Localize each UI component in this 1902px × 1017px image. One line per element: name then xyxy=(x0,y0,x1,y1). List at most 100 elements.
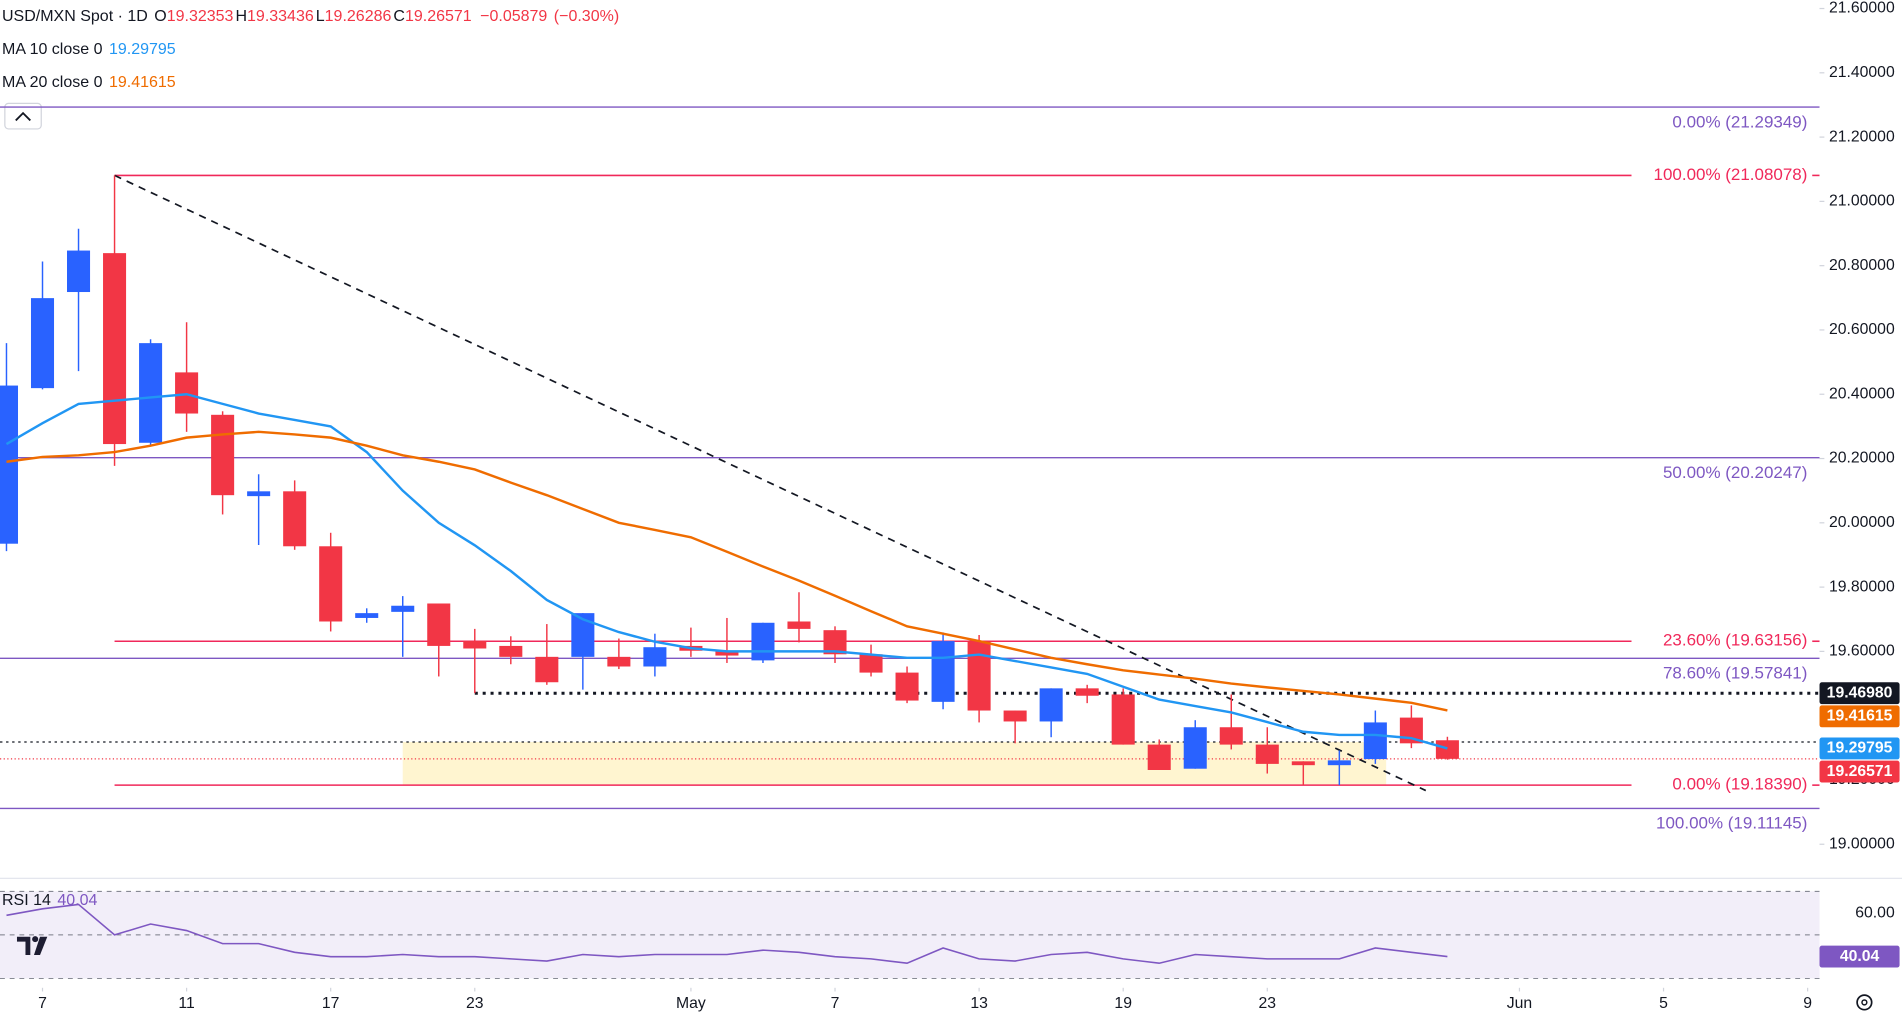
candle-body xyxy=(1075,688,1099,696)
price-badge-label: 19.41615 xyxy=(1827,708,1893,725)
x-tick-label: 23 xyxy=(466,995,484,1012)
price-badge xyxy=(1819,705,1900,728)
legend-value: 19.29795 xyxy=(108,41,176,58)
price-badge xyxy=(1819,737,1900,760)
fib-label: 50.00% (20.20247) xyxy=(1663,463,1807,482)
candle-body xyxy=(283,491,307,547)
legend-name: MA 10 close 0 xyxy=(2,41,103,58)
candle-body xyxy=(1255,744,1279,764)
x-tick-label: 13 xyxy=(970,995,988,1012)
logo-dot xyxy=(32,936,39,943)
settings-core[interactable] xyxy=(1861,999,1868,1006)
candle-body xyxy=(895,672,919,701)
ma-line xyxy=(6,430,1448,712)
candle-body xyxy=(30,298,55,389)
rsi-value: 40.04 xyxy=(57,892,98,909)
candle-body xyxy=(355,613,379,618)
rsi-tick-label: 60.00 xyxy=(1855,904,1895,921)
fib-label: 100.00% (21.08078) xyxy=(1654,165,1808,184)
candle-body xyxy=(391,605,415,612)
settings-icon[interactable] xyxy=(1856,994,1873,1011)
rsi-badge-label: 40.04 xyxy=(1840,948,1880,965)
x-tick-label: 17 xyxy=(322,995,340,1012)
logo-mark xyxy=(16,936,31,955)
ma-legend: MA 20 close 0 19.41615 xyxy=(2,71,178,95)
logo-mark xyxy=(33,936,48,955)
candle-body xyxy=(463,641,487,649)
price-badge-label: 19.46980 xyxy=(1827,684,1893,701)
candle-body xyxy=(247,491,271,497)
x-tick-label: 19 xyxy=(1114,995,1132,1012)
x-tick-label: 23 xyxy=(1259,995,1277,1012)
candle-body xyxy=(823,630,847,655)
ohlc-key: O xyxy=(154,8,167,25)
ma-legend: MA 10 close 0 19.29795 xyxy=(2,38,178,62)
range-box xyxy=(402,742,1387,786)
ohlc-values: O19.32353 H19.33436 L19.26286 C19.26571 xyxy=(154,8,473,25)
chevron-icon[interactable] xyxy=(15,111,31,122)
candle-body xyxy=(1435,740,1459,759)
y-tick-label: 21.20000 xyxy=(1829,128,1895,145)
button-frame[interactable] xyxy=(4,102,42,130)
ohlc-value: 19.26571 xyxy=(404,8,472,25)
x-tick-label: 7 xyxy=(831,995,840,1012)
trendline xyxy=(114,174,1427,792)
y-tick-label: 19.60000 xyxy=(1829,643,1895,660)
candle-body xyxy=(1327,760,1351,766)
x-tick-label: 9 xyxy=(1803,995,1812,1012)
ohlc-value: 19.32353 xyxy=(166,8,234,25)
candle-body xyxy=(103,253,127,445)
collapse-button[interactable] xyxy=(4,102,42,130)
candle-body xyxy=(1291,761,1315,766)
candle-body xyxy=(499,645,523,657)
fib-label: 0.00% (21.29349) xyxy=(1672,112,1807,131)
candle-body xyxy=(1111,694,1135,745)
header-line: USD/MXN Spot · 1D O19.32353 H19.33436 L19.… xyxy=(2,5,621,29)
candle-body xyxy=(1003,710,1027,722)
candle-body xyxy=(643,647,667,667)
candle-body xyxy=(1183,727,1207,769)
x-tick-label: Jun xyxy=(1507,995,1532,1012)
candle-body xyxy=(139,343,163,443)
candle-body xyxy=(67,250,91,293)
ohlc-key: C xyxy=(393,8,405,25)
ohlc-value: 19.26286 xyxy=(324,8,392,25)
candle-body xyxy=(751,622,775,661)
rsi-badge xyxy=(1819,945,1900,968)
legend-value: 19.41615 xyxy=(108,74,176,91)
fib-label: 23.60% (19.63156) xyxy=(1663,631,1807,650)
candle-body xyxy=(859,654,883,673)
ohlc-value: 19.33436 xyxy=(247,8,314,25)
candle-body xyxy=(931,641,955,702)
logo-frame xyxy=(10,924,55,964)
candle-body xyxy=(535,656,559,683)
logo xyxy=(10,924,55,964)
candle-body xyxy=(715,650,739,656)
y-tick-label: 20.00000 xyxy=(1829,514,1895,531)
price-badge-label: 19.29795 xyxy=(1827,740,1893,757)
ma-line xyxy=(5,393,1448,750)
ohlc-key: L xyxy=(315,8,325,25)
y-tick-label: 20.20000 xyxy=(1829,450,1895,467)
y-tick-label: 21.60000 xyxy=(1829,0,1895,17)
y-tick-label: 19.80000 xyxy=(1829,578,1895,595)
rsi-name: RSI 14 xyxy=(2,892,51,909)
x-tick-label: 7 xyxy=(38,995,47,1012)
candle-body xyxy=(427,603,451,646)
x-tick-label: 11 xyxy=(178,995,194,1012)
fib-label: 78.60% (19.57841) xyxy=(1663,664,1807,683)
y-tick-label: 21.00000 xyxy=(1829,193,1895,210)
y-tick-label: 20.60000 xyxy=(1829,321,1895,338)
legend-name: MA 20 close 0 xyxy=(2,74,103,91)
ohlc-key: H xyxy=(235,8,248,25)
candle-body xyxy=(1363,722,1387,760)
candle-body xyxy=(1147,744,1171,770)
rsi-line xyxy=(6,903,1448,965)
settings-ring[interactable] xyxy=(1856,994,1873,1011)
x-tick-label: May xyxy=(676,995,706,1012)
change: −0.05879 xyxy=(480,8,548,25)
candle-body xyxy=(967,641,991,711)
candle-body xyxy=(1219,727,1243,745)
candle-body xyxy=(1039,688,1063,722)
